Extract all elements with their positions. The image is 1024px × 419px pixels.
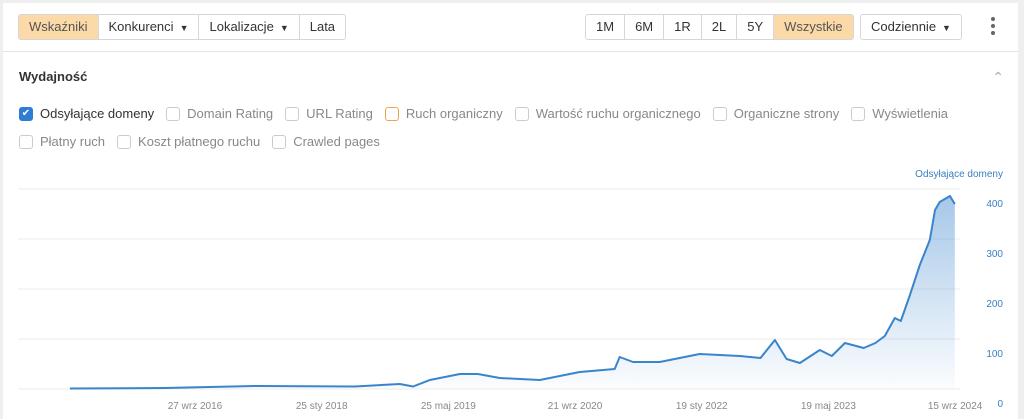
x-tick-label: 19 maj 2023 — [801, 401, 856, 412]
metric-label: Odsyłające domeny — [40, 106, 155, 121]
x-tick-label: 25 maj 2019 — [421, 401, 476, 412]
y-tick-label: 300 — [986, 249, 1003, 260]
metric-checkbox[interactable]: ✔ Odsyłające domeny — [19, 106, 154, 121]
y-tick-label: 400 — [986, 199, 1003, 210]
chevron-up-icon[interactable]: ⌃ — [992, 69, 1004, 85]
checkbox-icon[interactable] — [117, 134, 132, 149]
range-1m[interactable]: 1M — [586, 15, 626, 39]
tab-label: Konkurenci — [108, 19, 174, 34]
tab-lokalizacje[interactable]: Lokalizacje ▼ — [199, 15, 300, 39]
x-tick-label: 21 wrz 2020 — [548, 401, 603, 412]
x-tick-label: 19 sty 2022 — [676, 401, 728, 412]
metric-checkbox[interactable]: Crawled pages — [272, 134, 380, 149]
tab-konkurenci[interactable]: Konkurenci ▼ — [98, 15, 200, 39]
metric-checkbox[interactable]: Ruch organiczny — [384, 106, 503, 121]
range-1r[interactable]: 1R — [664, 15, 702, 39]
checkbox-icon[interactable] — [19, 134, 33, 149]
metric-label: Wyświetlenia — [872, 106, 948, 121]
metrics-row: ✔ Odsyłające domeny Domain Rating URL Ratin… — [19, 106, 948, 121]
metric-checkbox[interactable]: Organiczne strony — [712, 106, 840, 121]
performance-card: Wskaźniki Konkurenci ▼ Lokalizacje ▼ Lata 1M 6… — [3, 3, 1018, 419]
view-tabs: Wskaźniki Konkurenci ▼ Lokalizacje ▼ Lata — [18, 14, 347, 40]
checkbox-icon[interactable] — [514, 106, 529, 121]
checkbox-icon[interactable] — [851, 106, 866, 121]
checkbox-icon[interactable] — [384, 106, 399, 121]
metric-label: Crawled pages — [293, 134, 380, 149]
range-label: Wszystkie — [784, 19, 843, 34]
range-6m[interactable]: 6M — [625, 15, 665, 39]
range-2l[interactable]: 2L — [701, 15, 738, 39]
metrics-row: Płatny ruch Koszt płatnego ruchu Crawled p… — [19, 134, 380, 149]
tab-lata[interactable]: Lata — [299, 15, 346, 39]
range-label: 5Y — [747, 19, 764, 34]
range-label: 1R — [674, 19, 691, 34]
tab-wskaźniki[interactable]: Wskaźniki — [19, 15, 99, 39]
checkbox-icon[interactable] — [285, 106, 300, 121]
checkbox-icon[interactable] — [712, 106, 727, 121]
tab-label: Wskaźniki — [29, 19, 88, 34]
metric-label: Wartość ruchu organicznego — [535, 106, 701, 121]
caret-down-icon: ▼ — [279, 23, 289, 33]
y-axis-title: Odsyłające domeny — [915, 169, 1003, 180]
interval-button[interactable]: Codziennie ▼ — [861, 15, 961, 39]
caret-down-icon: ▼ — [942, 23, 951, 33]
chart: Odsyłające domeny 0 100 200 300 400 27 wrz 20… — [18, 169, 1003, 412]
y-tick-label: 100 — [986, 349, 1003, 360]
toolbar: Wskaźniki Konkurenci ▼ Lokalizacje ▼ Lata 1M 6… — [3, 3, 1018, 52]
y-tick-label: 200 — [986, 299, 1003, 310]
metric-label: Organiczne strony — [733, 106, 840, 121]
interval-dropdown[interactable]: Codziennie ▼ — [860, 14, 962, 40]
x-tick-label: 27 wrz 2016 — [168, 401, 223, 412]
tab-label: Lata — [309, 19, 336, 34]
metric-label: Domain Rating — [187, 106, 274, 121]
metric-checkbox[interactable]: Wyświetlenia — [851, 106, 948, 121]
section-title: Wydajność — [19, 69, 88, 84]
metric-checkbox[interactable]: Wartość ruchu organicznego — [514, 106, 701, 121]
range-5y[interactable]: 5Y — [737, 15, 775, 39]
series-area — [69, 196, 955, 389]
checkbox-icon[interactable] — [166, 106, 181, 121]
caret-down-icon: ▼ — [179, 23, 189, 33]
metric-checkbox[interactable]: Płatny ruch — [19, 134, 105, 149]
metric-checkbox[interactable]: Domain Rating — [166, 106, 273, 121]
metric-checkbox[interactable]: Koszt płatnego ruchu — [117, 134, 260, 149]
metric-label: Płatny ruch — [40, 134, 106, 149]
metric-label: Ruch organiczny — [405, 106, 503, 121]
metric-label: Koszt płatnego ruchu — [138, 134, 261, 149]
range-label: 6M — [635, 19, 654, 34]
metric-checkbox[interactable]: URL Rating — [285, 106, 373, 121]
checkbox-icon[interactable] — [272, 134, 287, 149]
range-label: 2L — [711, 19, 727, 34]
metric-label: URL Rating — [306, 106, 373, 121]
range-selector: 1M 6M 1R 2L 5Y Wszystkie — [585, 14, 854, 40]
y-tick-label: 0 — [997, 399, 1003, 410]
x-tick-label: 15 wrz 2024 — [928, 401, 983, 412]
x-tick-label: 25 sty 2018 — [296, 401, 348, 412]
checkbox-checked-icon[interactable]: ✔ — [19, 106, 33, 121]
interval-label: Codziennie — [871, 19, 937, 34]
range-label: 1M — [596, 19, 615, 34]
vertical-dots-icon[interactable] — [990, 17, 996, 35]
range-wszystkie[interactable]: Wszystkie — [774, 15, 853, 39]
tab-label: Lokalizacje — [209, 19, 274, 34]
